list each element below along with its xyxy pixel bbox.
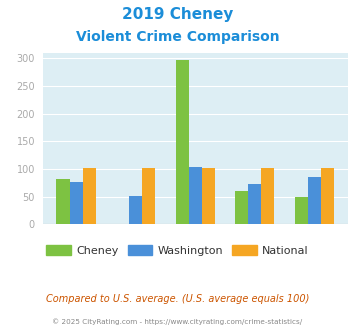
Bar [189,167,202,224]
Bar [176,60,189,224]
Bar [261,168,274,224]
Text: Violent Crime Comparison: Violent Crime Comparison [76,30,279,44]
Text: © 2025 CityRating.com - https://www.cityrating.com/crime-statistics/: © 2025 CityRating.com - https://www.city… [53,318,302,325]
Bar [235,191,248,224]
Bar [248,184,261,224]
Bar [83,168,96,224]
Text: Compared to U.S. average. (U.S. average equals 100): Compared to U.S. average. (U.S. average … [46,294,309,304]
Bar [295,197,308,224]
Bar [129,196,142,224]
Bar [70,182,83,224]
Text: 2019 Cheney: 2019 Cheney [122,7,233,21]
Bar [202,168,215,224]
Legend: Cheney, Washington, National: Cheney, Washington, National [42,241,313,260]
Bar [56,179,70,224]
Bar [321,168,334,224]
Bar [142,168,155,224]
Bar [308,177,321,224]
